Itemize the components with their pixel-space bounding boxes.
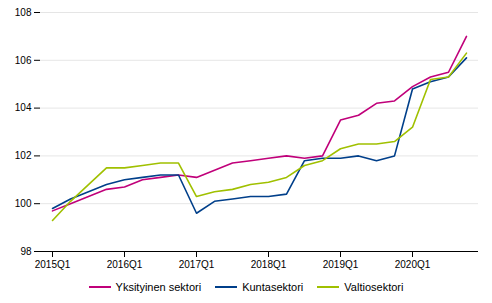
svg-text:100: 100	[15, 198, 32, 209]
html-text:Yksityinen sektori: Yksityinen sektori	[115, 281, 202, 293]
svg-text:2015Q1: 2015Q1	[35, 259, 71, 270]
html-text:Kuntasektori: Kuntasektori	[242, 281, 304, 293]
svg-text:102: 102	[15, 150, 32, 161]
svg-text:2016Q1: 2016Q1	[107, 259, 143, 270]
svg-text:98: 98	[20, 246, 32, 257]
svg-text:106: 106	[15, 55, 32, 66]
svg-text:2018Q1: 2018Q1	[251, 259, 287, 270]
svg-text:2019Q1: 2019Q1	[323, 259, 359, 270]
svg-text:104: 104	[15, 102, 32, 113]
svg-text:108: 108	[15, 7, 32, 18]
html-text:Valtiosektori: Valtiosektori	[344, 281, 404, 293]
svg-text:2020Q1: 2020Q1	[395, 259, 431, 270]
svg-text:2017Q1: 2017Q1	[179, 259, 215, 270]
